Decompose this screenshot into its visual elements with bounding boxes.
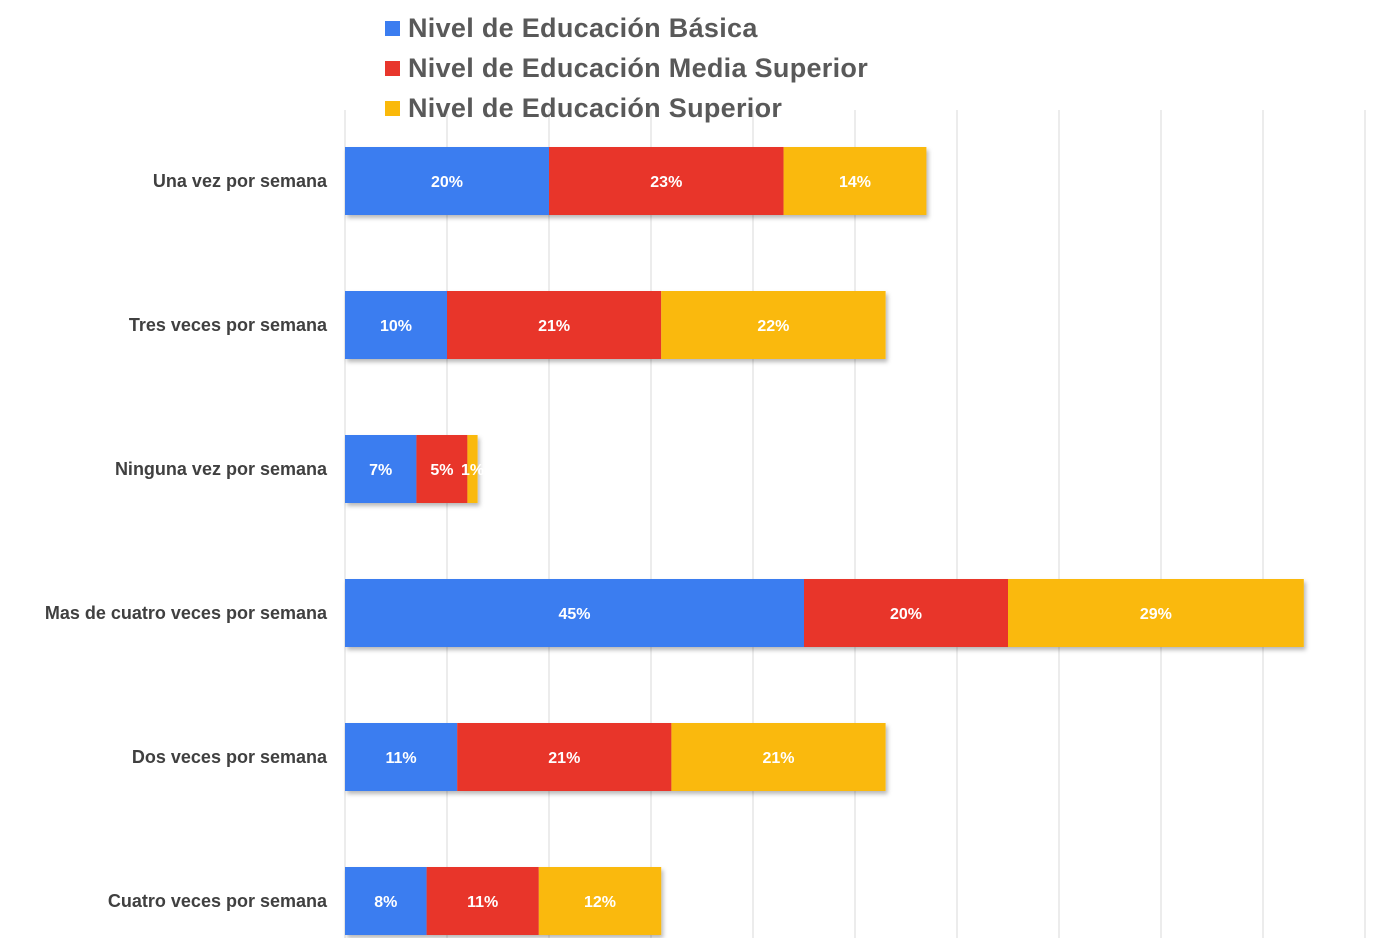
- legend-item-media-superior: Nivel de Educación Media Superior: [385, 48, 868, 88]
- data-label: 21%: [548, 750, 580, 767]
- data-label: 45%: [558, 606, 590, 623]
- bar-segment: [447, 291, 662, 359]
- legend: Nivel de Educación Básica Nivel de Educa…: [385, 8, 868, 128]
- bar-segment: [661, 291, 886, 359]
- bar-segment: [1008, 579, 1304, 647]
- bars: 20% 23% 14% 10% 21% 22% 7% 5% 1% 45% 20% 29% 11% 21% 2…: [345, 147, 1304, 935]
- data-label: 29%: [1140, 606, 1172, 623]
- bar-row: [345, 291, 886, 359]
- bar-segment: [671, 723, 886, 791]
- legend-item-basica: Nivel de Educación Básica: [385, 8, 868, 48]
- bar-row: [345, 867, 662, 935]
- data-label: 21%: [538, 318, 570, 335]
- category-label: Dos veces por semana: [132, 747, 328, 767]
- legend-swatch-basica: [385, 20, 400, 36]
- category-label: Cuatro veces por semana: [108, 891, 328, 911]
- legend-label-basica: Nivel de Educación Básica: [408, 12, 758, 43]
- data-label: 20%: [431, 174, 463, 191]
- bar-segment: [345, 291, 447, 359]
- data-label: 1%: [461, 462, 484, 479]
- data-label: 7%: [369, 462, 392, 479]
- bar-segment: [426, 867, 539, 935]
- data-label: 14%: [839, 174, 871, 191]
- bar-segment: [467, 435, 478, 503]
- bar-segment: [345, 147, 549, 215]
- gridlines: [344, 110, 1366, 938]
- category-label: Mas de cuatro veces por semana: [45, 603, 328, 623]
- data-label: 8%: [374, 894, 397, 911]
- bar-segment: [783, 147, 927, 215]
- data-label: 22%: [757, 318, 789, 335]
- bar-segment: [549, 147, 784, 215]
- category-label: Una vez por semana: [153, 171, 328, 191]
- legend-swatch-media-superior: [385, 60, 400, 76]
- legend-item-superior: Nivel de Educación Superior: [385, 88, 868, 128]
- legend-label-media-superior: Nivel de Educación Media Superior: [408, 52, 869, 83]
- category-label: Ninguna vez por semana: [115, 459, 328, 479]
- bar-segment: [804, 579, 1008, 647]
- data-label: 21%: [762, 750, 794, 767]
- bar-row: [345, 435, 478, 503]
- bar-segment: [457, 723, 672, 791]
- category-labels: Una vez por semana Tres veces por semana N…: [45, 171, 328, 911]
- legend-swatch-superior: [385, 100, 400, 116]
- bar-segment: [416, 435, 468, 503]
- bar-segment: [345, 435, 417, 503]
- category-label: Tres veces por semana: [129, 315, 328, 335]
- bar-segment: [345, 723, 458, 791]
- bar-segment: [345, 867, 427, 935]
- data-label: 11%: [467, 894, 498, 911]
- bar-row: [345, 579, 1304, 647]
- data-label: 11%: [386, 750, 417, 767]
- data-label: 5%: [430, 462, 453, 479]
- bar-row: [345, 723, 886, 791]
- data-label: 20%: [890, 606, 922, 623]
- data-label: 10%: [380, 318, 412, 335]
- bar-row: [345, 147, 927, 215]
- bar-segment: [538, 867, 662, 935]
- legend-label-superior: Nivel de Educación Superior: [408, 92, 783, 123]
- data-label: 23%: [650, 174, 682, 191]
- data-label: 12%: [584, 894, 616, 911]
- bar-segment: [345, 579, 804, 647]
